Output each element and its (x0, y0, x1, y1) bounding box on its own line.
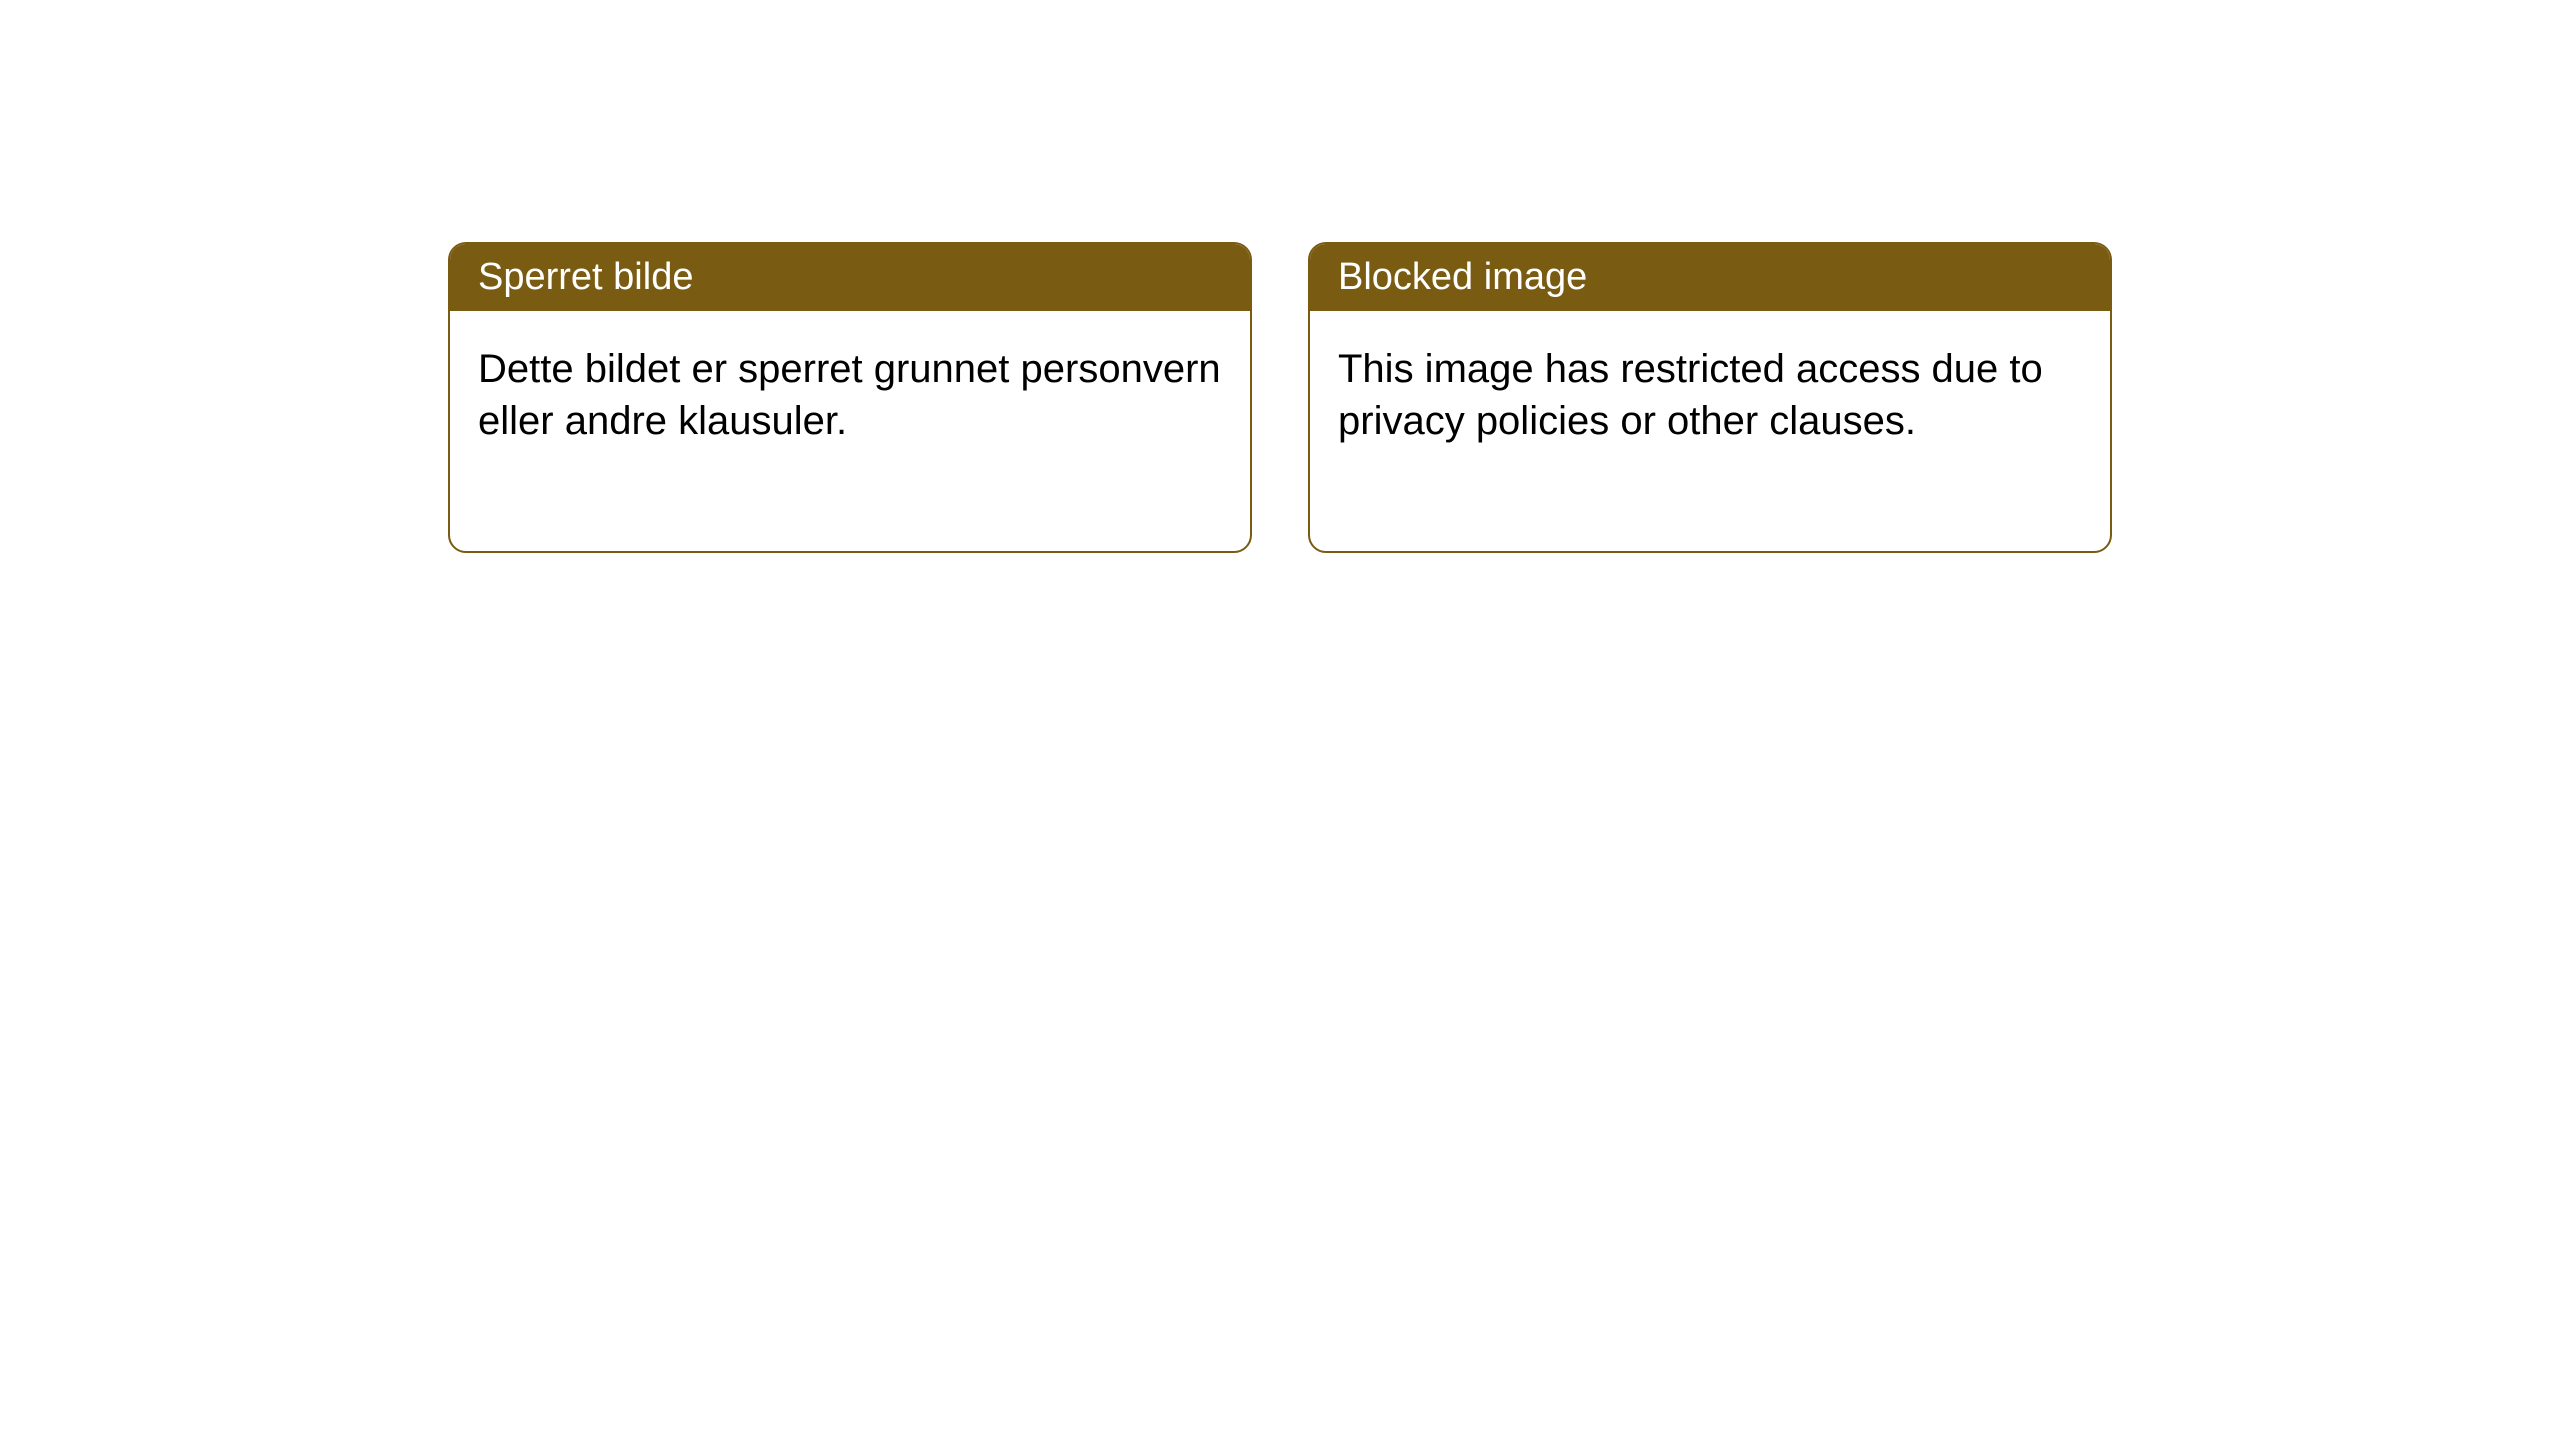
card-body: Dette bildet er sperret grunnet personve… (450, 311, 1250, 551)
card-title: Sperret bilde (478, 256, 693, 298)
card-header: Blocked image (1310, 244, 2110, 311)
notice-card-norwegian: Sperret bilde Dette bildet er sperret gr… (448, 242, 1252, 553)
card-message: Dette bildet er sperret grunnet personve… (478, 347, 1221, 443)
notice-card-english: Blocked image This image has restricted … (1308, 242, 2112, 553)
card-body: This image has restricted access due to … (1310, 311, 2110, 551)
notice-container: Sperret bilde Dette bildet er sperret gr… (0, 0, 2560, 553)
card-title: Blocked image (1338, 256, 1587, 298)
card-header: Sperret bilde (450, 244, 1250, 311)
card-message: This image has restricted access due to … (1338, 347, 2043, 443)
